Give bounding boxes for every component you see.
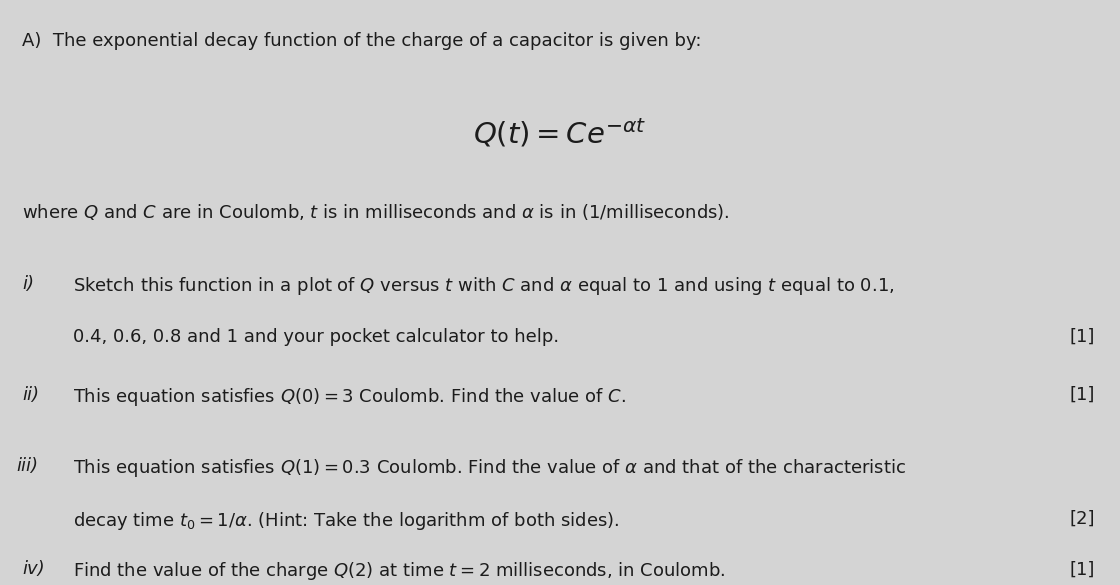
Text: $Q(t) = Ce^{-\alpha t}$: $Q(t) = Ce^{-\alpha t}$: [474, 117, 646, 149]
Text: iii): iii): [17, 457, 39, 476]
Text: Sketch this function in a plot of $Q$ versus $t$ with $C$ and $\alpha$ equal to : Sketch this function in a plot of $Q$ ve…: [73, 275, 894, 297]
Text: 0.4, 0.6, 0.8 and 1 and your pocket calculator to help.: 0.4, 0.6, 0.8 and 1 and your pocket calc…: [73, 328, 559, 346]
Text: iv): iv): [22, 560, 45, 579]
Text: This equation satisfies $Q(0) = 3$ Coulomb. Find the value of $C$.: This equation satisfies $Q(0) = 3$ Coulo…: [73, 386, 626, 408]
Text: [1]: [1]: [1070, 386, 1095, 404]
Text: Find the value of the charge $Q(2)$ at time $t = 2$ milliseconds, in Coulomb.: Find the value of the charge $Q(2)$ at t…: [73, 560, 726, 583]
Text: [1]: [1]: [1070, 328, 1095, 346]
Text: decay time $t_0 = 1/\alpha$. (Hint: Take the logarithm of both sides).: decay time $t_0 = 1/\alpha$. (Hint: Take…: [73, 510, 619, 532]
Text: This equation satisfies $Q(1) = 0.3$ Coulomb. Find the value of $\alpha$ and tha: This equation satisfies $Q(1) = 0.3$ Cou…: [73, 457, 906, 480]
Text: where $Q$ and $C$ are in Coulomb, $t$ is in milliseconds and $\alpha$ is in (1/m: where $Q$ and $C$ are in Coulomb, $t$ is…: [22, 202, 730, 222]
Text: i): i): [22, 275, 35, 293]
Text: [1]: [1]: [1070, 560, 1095, 579]
Text: A)  The exponential decay function of the charge of a capacitor is given by:: A) The exponential decay function of the…: [22, 32, 702, 50]
Text: [2]: [2]: [1070, 510, 1095, 528]
Text: ii): ii): [22, 386, 39, 404]
